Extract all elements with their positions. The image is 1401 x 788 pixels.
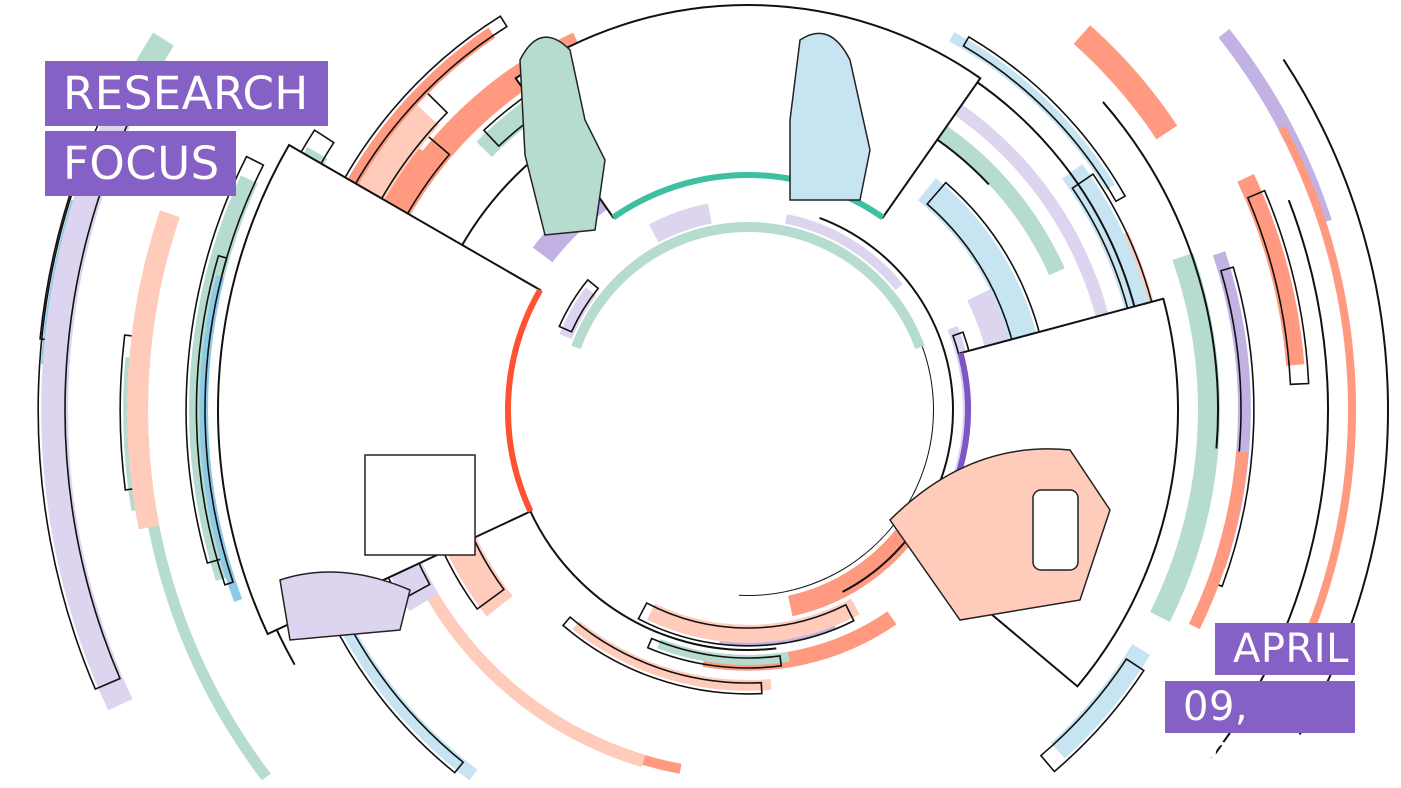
ring-segment — [922, 84, 1112, 330]
ring-segment — [1188, 451, 1249, 630]
ring-segment — [418, 578, 646, 768]
ring-segment — [572, 620, 772, 691]
inner-arc — [571, 221, 925, 350]
person-left-figure — [519, 36, 606, 236]
ring-outline — [558, 278, 600, 333]
ring-segment — [497, 674, 682, 774]
date-day-year: 09, 2025 — [1165, 681, 1355, 782]
laptop-panel — [217, 143, 542, 636]
laptop-panel-accent — [505, 288, 543, 513]
ring-segment — [1278, 125, 1357, 666]
ring-outline — [646, 637, 783, 669]
ring-segment — [341, 625, 478, 781]
ring-segment — [559, 287, 597, 340]
ring-segment — [785, 214, 903, 291]
ring-outline — [1039, 657, 1145, 773]
ring-segment — [199, 275, 243, 602]
ring-segment — [1150, 252, 1221, 622]
ring-line — [819, 216, 954, 593]
ring-line — [1102, 101, 1219, 449]
center-disc — [563, 225, 933, 595]
ring-segment — [41, 106, 134, 711]
ring-outline — [637, 601, 855, 647]
ring-segment — [127, 210, 180, 530]
hand-figure — [279, 571, 411, 641]
ring-segment — [1237, 174, 1305, 366]
ring-segment — [1050, 644, 1151, 759]
ring-outline — [962, 35, 1127, 203]
title-line-1: RESEARCH — [45, 61, 328, 126]
laptop-screen — [364, 454, 476, 556]
ring-segment — [648, 203, 712, 243]
ring-outline — [316, 15, 508, 240]
title-line-2: FOCUS — [45, 131, 236, 196]
sample-vial — [1032, 489, 1079, 571]
ring-outline — [195, 254, 235, 586]
ring-segment — [1073, 25, 1178, 140]
ring-segment — [647, 598, 860, 643]
ring-outline — [561, 616, 763, 695]
date-month: APRIL — [1215, 623, 1355, 675]
ring-outline — [1246, 189, 1310, 386]
person-right-figure — [789, 32, 871, 201]
